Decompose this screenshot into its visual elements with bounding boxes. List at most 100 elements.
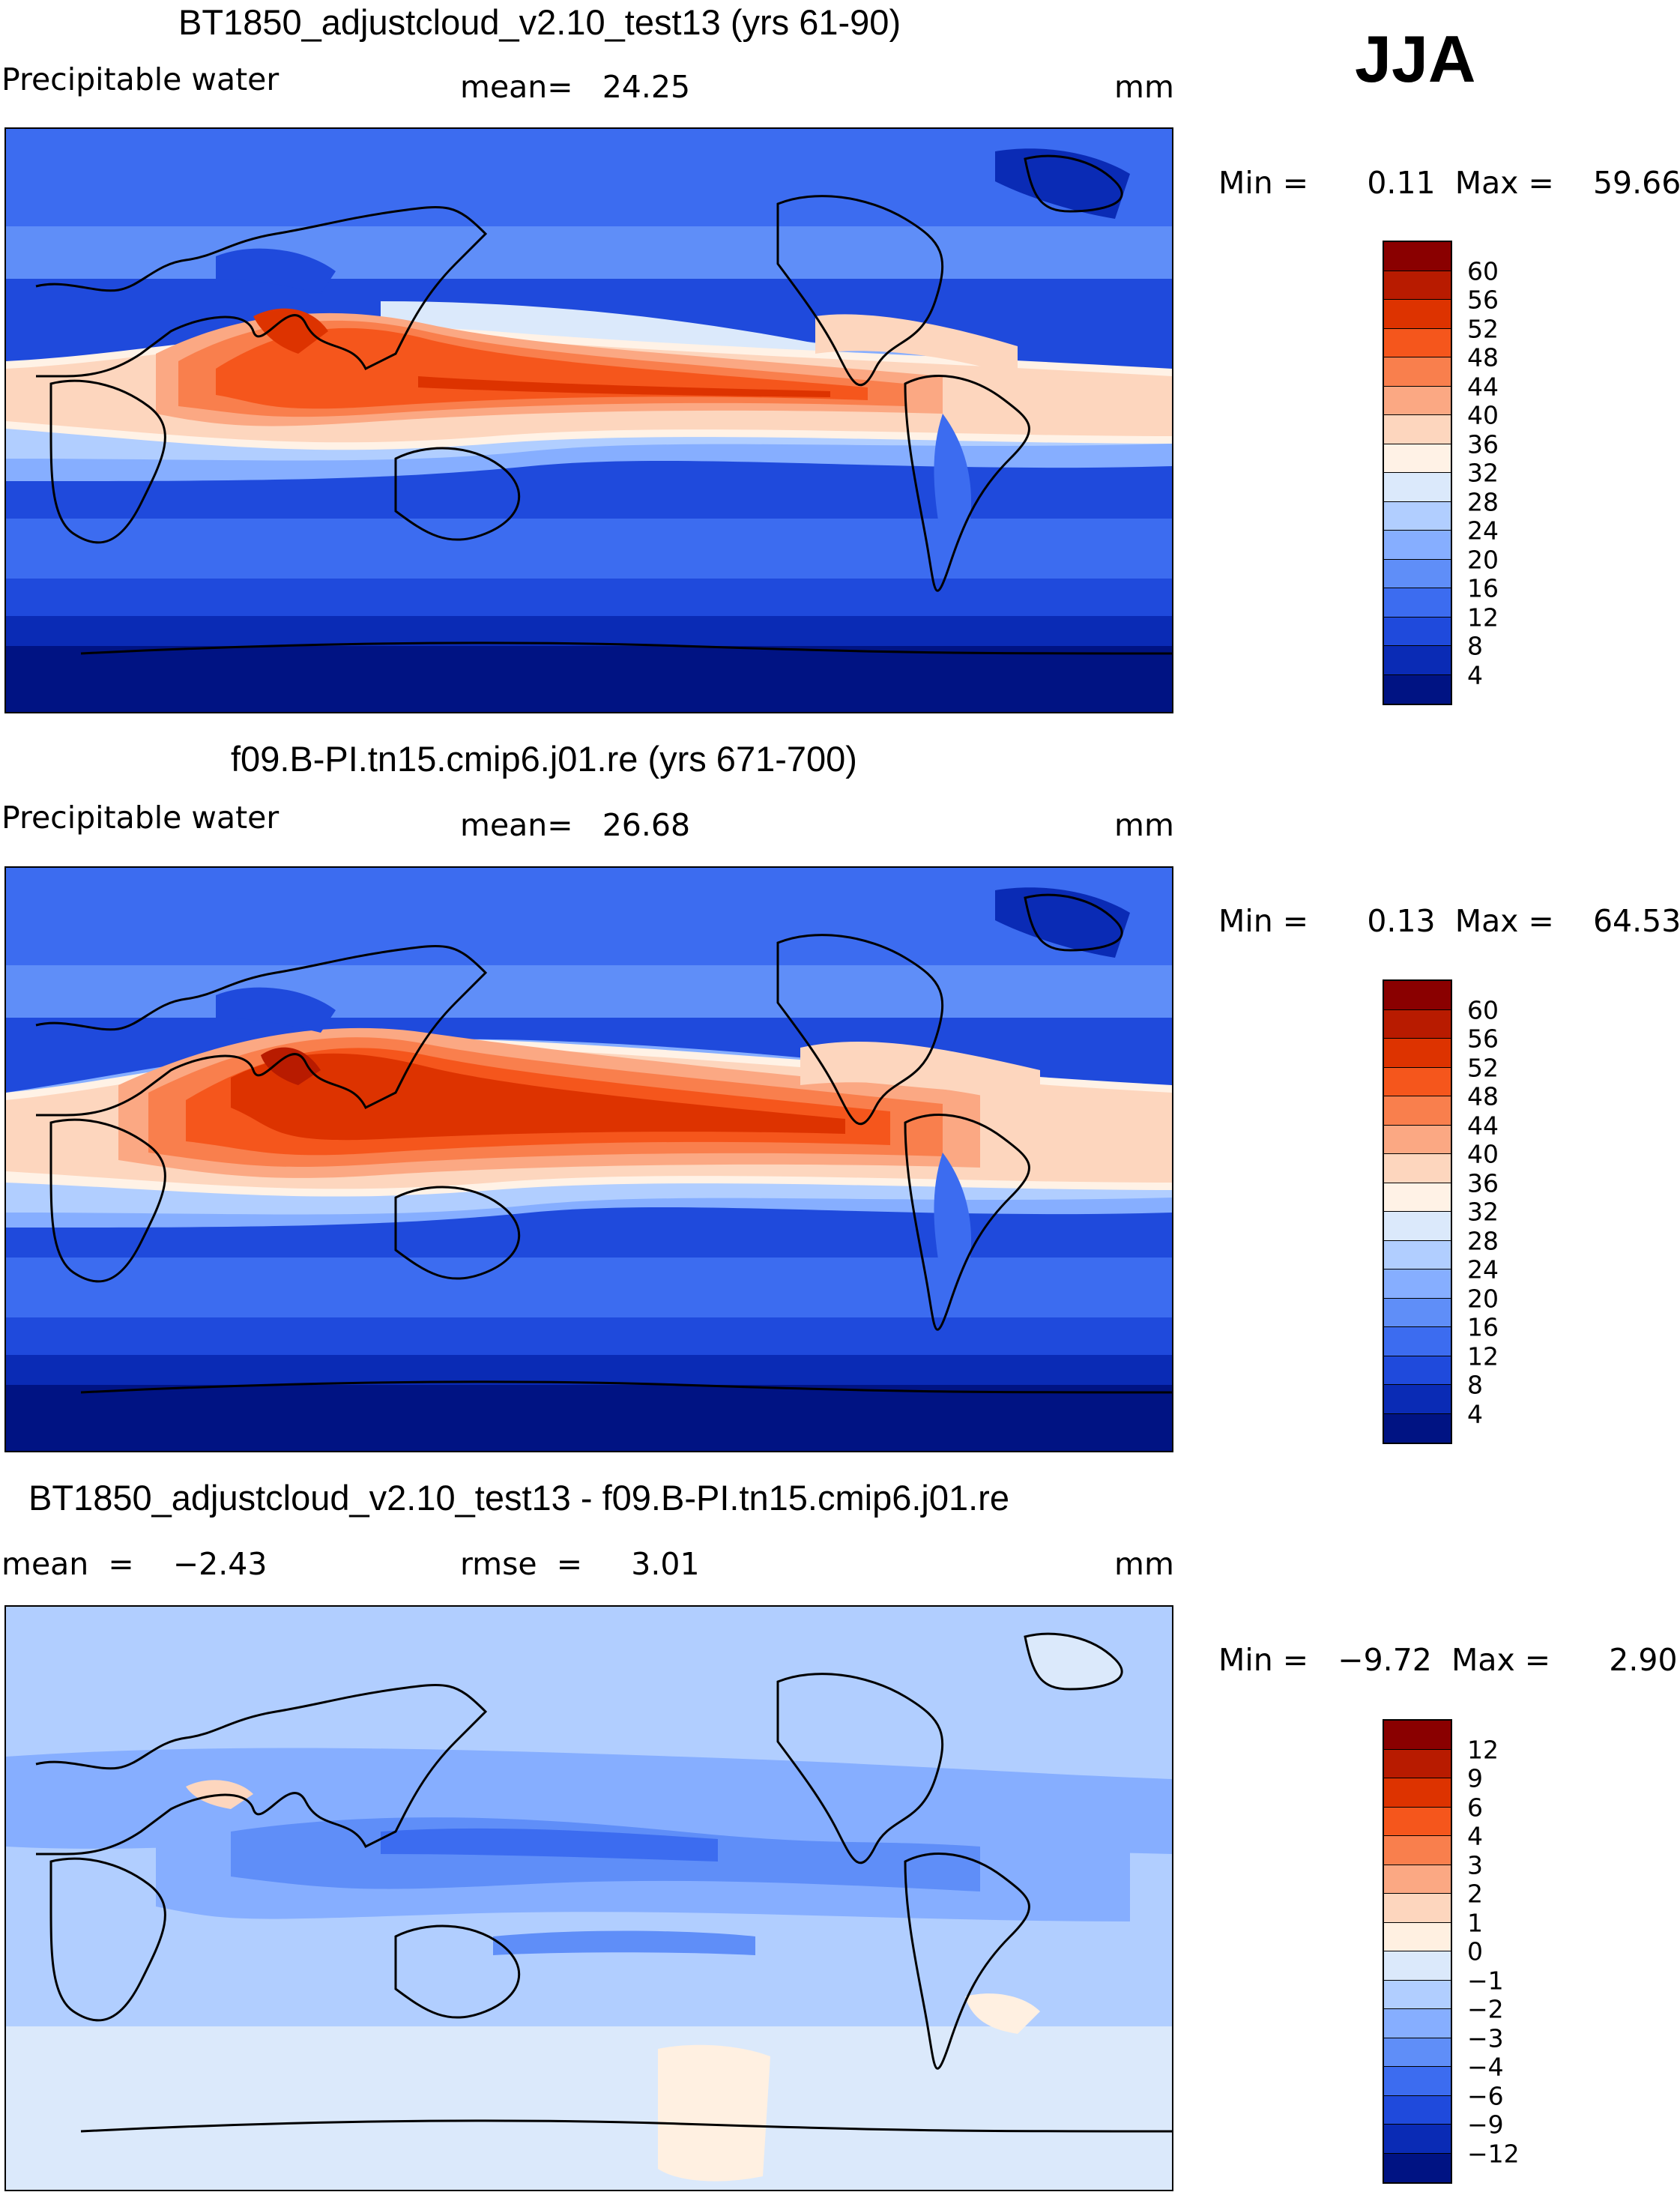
panel-3-rmse-label: rmse = 3.01 [460,1546,700,1582]
colorbar-swatch [1384,1836,1451,1865]
colorbar-swatch [1384,328,1451,357]
colorbar-tick-label: 40 [1467,400,1499,430]
colorbar-swatch [1384,2038,1451,2067]
colorbar-swatch [1384,2095,1451,2125]
colorbar-tick-label: 8 [1467,1370,1483,1400]
colorbar-swatch [1384,1039,1451,1068]
colorbar-tick-label: −2 [1467,1994,1504,2024]
colorbar-tick-label: 36 [1467,1168,1499,1198]
colorbar-swatch [1384,1269,1451,1299]
panel-3-min-max: Min = −9.72 Max = 2.90 [1218,1642,1678,1678]
colorbar-swatch [1384,415,1451,444]
colorbar-swatch [1384,1183,1451,1212]
colorbar-tick-label: 8 [1467,631,1483,661]
panel-1-min-max: Min = 0.11 Max = 59.66 [1218,165,1680,201]
colorbar-tick-label: 56 [1467,1024,1499,1054]
colorbar-swatch [1384,588,1451,618]
colorbar-tick-label: 44 [1467,372,1499,401]
panel-2-title: f09.B-PI.tn15.cmip6.j01.re (yrs 671-700) [231,739,857,779]
colorbar-swatch [1384,357,1451,387]
panel-1-mean-label: mean= 24.25 [460,69,691,105]
colorbar-swatch [1384,1980,1451,2009]
colorbar-swatch [1384,1067,1451,1096]
colorbar-swatch [1384,2125,1451,2154]
panel-3-contour-field [6,1607,1172,2190]
panel-1-units: mm [1114,69,1174,105]
colorbar-tick-label: 3 [1467,1850,1483,1880]
colorbar-swatch [1384,1009,1451,1039]
colorbar-tick-label: 24 [1467,516,1499,546]
colorbar-tick-label: −6 [1467,2081,1504,2110]
colorbar-tick-label: 60 [1467,995,1499,1024]
colorbar-swatch [1384,674,1451,704]
panel-1-title: BT1850_adjustcloud_v2.10_test13 (yrs 61-… [178,2,901,42]
panel-3-mean-label: mean = −2.43 [1,1546,268,1582]
colorbar-swatch [1384,1154,1451,1183]
colorbar-swatch [1384,1096,1451,1126]
panel-2-units: mm [1114,807,1174,843]
colorbar-tick-label: 28 [1467,487,1499,516]
colorbar-swatch [1384,1298,1451,1327]
panel-1-variable-label: Precipitable water [1,61,280,97]
colorbar-tick-label: 36 [1467,429,1499,459]
colorbar-swatch [1384,300,1451,329]
colorbar-tick-label: 32 [1467,1197,1499,1227]
colorbar-tick-label: 52 [1467,314,1499,343]
panel-3-title: BT1850_adjustcloud_v2.10_test13 - f09.B-… [28,1478,1009,1518]
colorbar-tick-label: 4 [1467,660,1483,689]
colorbar-swatch [1384,1212,1451,1241]
colorbar-tick-label: 12 [1467,603,1499,632]
colorbar-tick-label: 56 [1467,285,1499,315]
colorbar-tick-label: −9 [1467,2110,1504,2140]
colorbar-swatch [1384,981,1451,1010]
colorbar-tick-label: 48 [1467,342,1499,372]
colorbar-swatch [1384,1356,1451,1385]
colorbar-swatch [1384,2067,1451,2096]
panel-2-map [4,866,1173,1452]
colorbar-tick-label: −12 [1467,2139,1520,2168]
colorbar-swatch [1384,1749,1451,1778]
season-label: JJA [1355,22,1476,96]
colorbar-tick-label: −3 [1467,2023,1504,2053]
panel-1-contour-field [6,129,1172,712]
colorbar-swatch [1384,271,1451,300]
colorbar-tick-label: 20 [1467,1284,1499,1313]
colorbar-tick-label: 16 [1467,1312,1499,1342]
colorbar-swatch [1384,386,1451,415]
panel-2-min-max: Min = 0.13 Max = 64.53 [1218,903,1680,939]
colorbar-tick-label: 32 [1467,458,1499,488]
colorbar-tick-label: 28 [1467,1226,1499,1255]
panel-3-units: mm [1114,1546,1174,1582]
colorbar-swatch [1384,2009,1451,2038]
colorbar-swatch [1384,1721,1451,1750]
colorbar-tick-label: 16 [1467,573,1499,603]
colorbar-swatch [1384,444,1451,473]
colorbar-tick-label: 40 [1467,1139,1499,1169]
colorbar-tick-label: 52 [1467,1053,1499,1082]
colorbar-swatch [1384,2153,1451,2182]
colorbar-tick-label: 4 [1467,1399,1483,1428]
colorbar-tick-label: 60 [1467,256,1499,286]
panel-2-contour-field [6,868,1172,1451]
colorbar-tick-label: 9 [1467,1763,1483,1793]
colorbar-tick-label: 44 [1467,1111,1499,1140]
colorbar-tick-label: 2 [1467,1879,1483,1909]
colorbar-swatch [1384,242,1451,271]
colorbar-swatch [1384,1894,1451,1923]
colorbar-swatch [1384,473,1451,502]
colorbar-swatch [1384,1125,1451,1154]
colorbar-tick-label: 0 [1467,1936,1483,1966]
colorbar-tick-label: 6 [1467,1793,1483,1822]
panel-3-colorbar [1383,1719,1452,2184]
panel-2-variable-label: Precipitable water [1,800,280,836]
colorbar-swatch [1384,559,1451,588]
colorbar-tick-label: 1 [1467,1908,1483,1937]
panel-2-mean-label: mean= 26.68 [460,807,691,843]
panel-3-map [4,1605,1173,2191]
colorbar-swatch [1384,1240,1451,1269]
colorbar-swatch [1384,1327,1451,1356]
colorbar-tick-label: 48 [1467,1081,1499,1111]
colorbar-tick-label: −4 [1467,2052,1504,2082]
panel-1-colorbar [1383,241,1452,705]
colorbar-swatch [1384,1922,1451,1951]
